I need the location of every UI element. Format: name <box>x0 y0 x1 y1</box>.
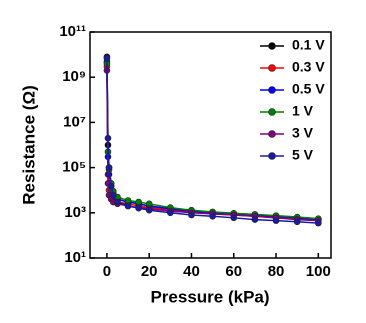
legend-marker <box>268 64 276 72</box>
legend-label: 3 V <box>292 125 314 141</box>
data-point <box>103 54 111 62</box>
legend-marker <box>268 130 276 138</box>
data-point <box>230 214 238 222</box>
legend-marker <box>268 42 276 50</box>
data-point <box>104 134 112 142</box>
data-point <box>124 202 132 210</box>
data-point <box>135 198 142 206</box>
y-tick-label: 10⁷ <box>63 113 86 130</box>
legend-marker <box>268 108 276 116</box>
y-tick-label: 10¹¹ <box>59 23 86 40</box>
x-axis-label: Pressure (kPa) <box>150 287 269 306</box>
data-point <box>109 191 117 199</box>
x-tick-label: 0 <box>103 263 111 280</box>
series-line <box>106 70 319 222</box>
y-tick-label: 10⁵ <box>62 159 86 176</box>
plot-frame <box>89 31 332 259</box>
legend-label: 0.5 V <box>292 81 325 97</box>
legend-label: 0.1 V <box>292 37 325 53</box>
legend-label: 1 V <box>292 103 314 119</box>
data-point <box>167 209 174 217</box>
series-line <box>106 58 319 224</box>
y-tick-label: 10¹ <box>64 249 86 266</box>
data-point <box>145 206 153 214</box>
data-point <box>209 213 216 220</box>
data-point <box>188 211 195 219</box>
data-point <box>251 216 259 223</box>
data-point <box>293 218 301 226</box>
data-point <box>315 219 322 227</box>
data-point <box>124 197 132 204</box>
data-point <box>114 198 121 206</box>
series-line <box>106 56 319 221</box>
data-point <box>105 164 113 171</box>
series-line <box>106 63 319 220</box>
y-tick-label: 10⁹ <box>62 68 86 85</box>
x-tick-label: 60 <box>225 263 242 280</box>
data-point <box>135 204 142 212</box>
x-tick-label: 100 <box>306 263 331 280</box>
x-tick-label: 40 <box>183 263 200 280</box>
x-tick-label: 80 <box>268 263 285 280</box>
legend-marker <box>268 86 276 94</box>
x-tick-label: 20 <box>141 263 158 280</box>
series-line <box>106 66 319 221</box>
y-axis-label: Resistance (Ω) <box>19 85 38 204</box>
legend-label: 5 V <box>292 147 314 163</box>
series-line <box>106 61 319 221</box>
legend-marker <box>268 152 276 160</box>
data-point <box>107 182 115 190</box>
y-tick-label: 10³ <box>64 204 86 221</box>
data-point <box>272 217 280 224</box>
legend-label: 0.3 V <box>292 59 325 75</box>
